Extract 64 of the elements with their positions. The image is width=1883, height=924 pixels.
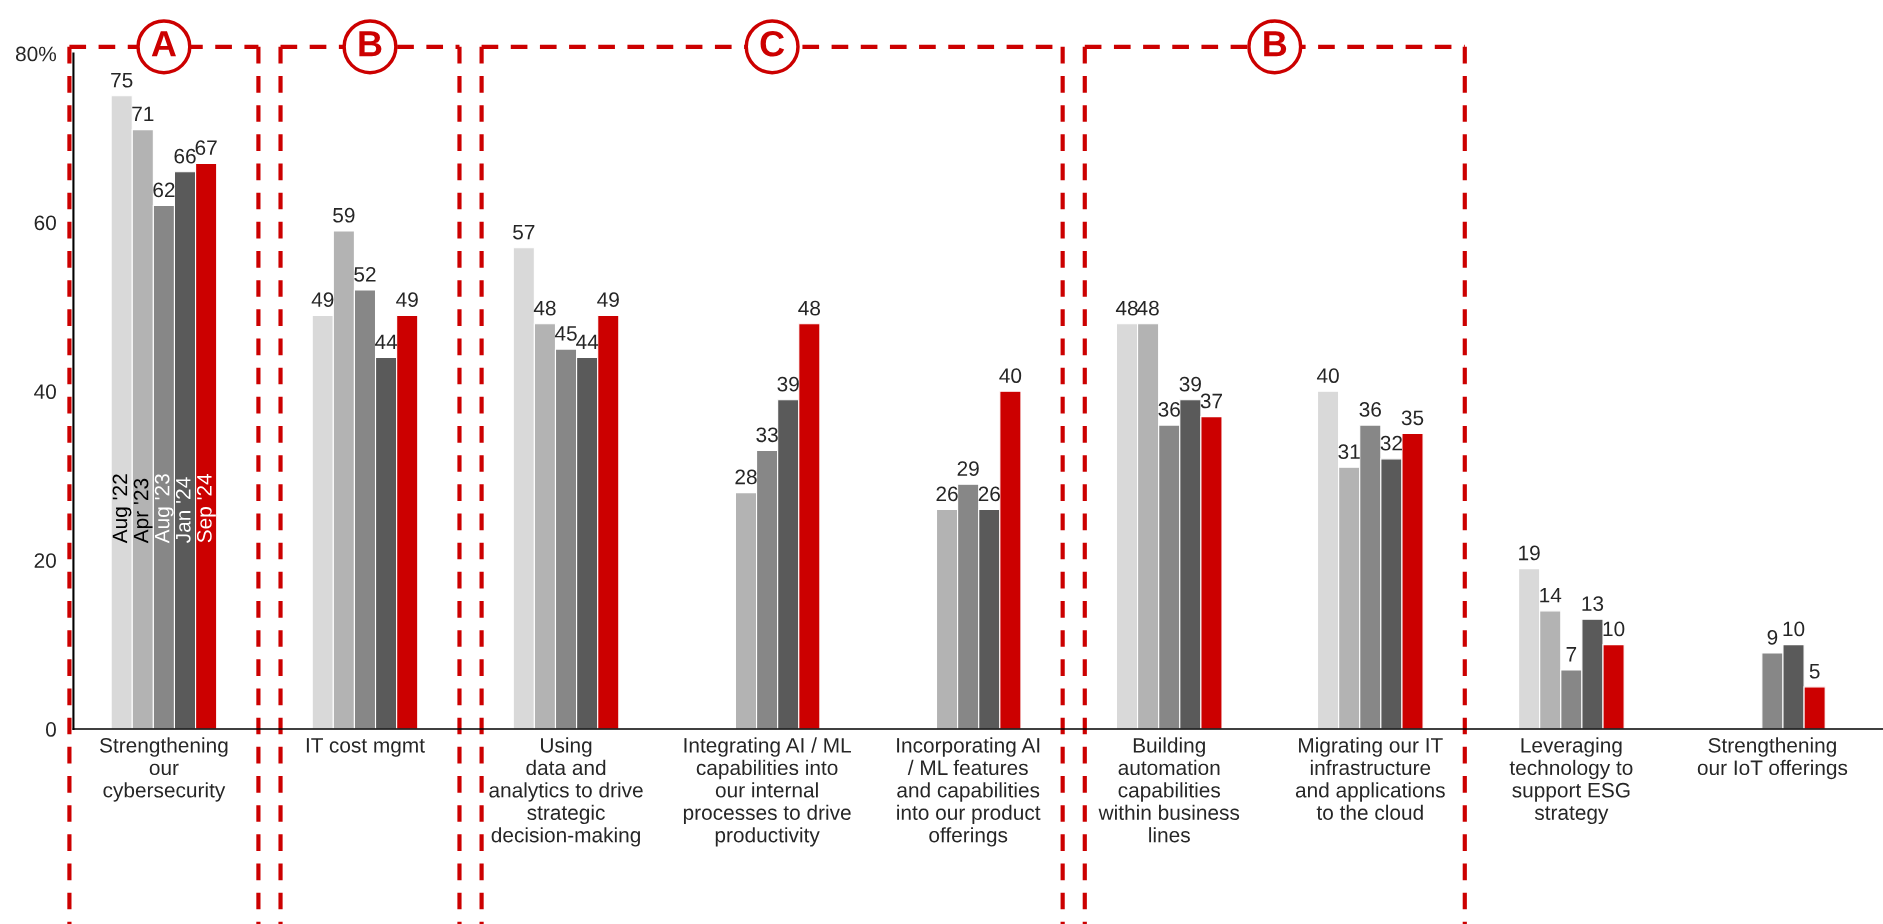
series-label: Apr '23 xyxy=(133,478,153,544)
data-label: 48 xyxy=(1115,300,1138,316)
data-label: 7 xyxy=(1566,647,1577,662)
data-label: 66 xyxy=(174,148,196,164)
x-tick-label: Migrating our IT infrastructure and applications to the cloud xyxy=(1295,737,1445,820)
annotation: B xyxy=(1264,31,1287,57)
y-tick-label: 20 xyxy=(34,553,56,568)
data-label: 26 xyxy=(936,486,958,502)
data-label: 36 xyxy=(1158,402,1180,417)
data-label: 40 xyxy=(999,368,1022,384)
data-label: 62 xyxy=(153,182,175,198)
annotation: B xyxy=(359,31,382,57)
x-tick-label: Integrating AI / ML capabilities into our internal processes to drive productivity xyxy=(683,737,851,847)
x-tick-label: Strengthening our cybersecurity xyxy=(100,737,228,802)
series-label: Aug '23 xyxy=(154,474,174,544)
data-label: 67 xyxy=(195,140,217,156)
data-label: 49 xyxy=(597,292,619,308)
y-tick-label: 40 xyxy=(34,384,56,400)
data-label: 57 xyxy=(513,224,535,240)
data-label: 48 xyxy=(1137,300,1159,316)
x-tick-label: Strengthening our IoT offerings xyxy=(1697,737,1848,780)
data-label: 45 xyxy=(554,326,577,341)
data-label: 40 xyxy=(1316,368,1339,384)
data-label: 48 xyxy=(798,300,821,316)
x-tick-label: Incorporating AI / ML features and capabilities into our product offerings xyxy=(897,737,1041,847)
data-label: 33 xyxy=(756,427,778,443)
data-label: 59 xyxy=(333,207,355,223)
data-label: 9 xyxy=(1767,630,1778,645)
y-tick-label: 80% xyxy=(15,46,57,62)
data-label: 19 xyxy=(1519,545,1540,561)
data-label: 13 xyxy=(1582,596,1604,611)
data-label: 36 xyxy=(1359,402,1381,417)
data-label: 49 xyxy=(311,292,334,308)
data-label: 44 xyxy=(374,334,398,350)
x-tick-label: IT cost mgmt xyxy=(306,738,425,757)
data-label: 39 xyxy=(777,376,799,392)
data-label: 48 xyxy=(533,300,556,316)
x-tick-label: Leveraging technology to support ESG strategy xyxy=(1509,737,1633,825)
x-tick-label: Using data and analytics to drive strategic decision-making xyxy=(489,737,643,847)
data-label: 14 xyxy=(1540,588,1562,603)
data-label: 10 xyxy=(1783,621,1805,637)
data-label: 75 xyxy=(111,72,133,88)
y-tick-label: 0 xyxy=(46,722,56,737)
data-label: 10 xyxy=(1603,621,1625,637)
data-label: 35 xyxy=(1401,410,1424,426)
data-label: 37 xyxy=(1200,393,1222,409)
data-label: 29 xyxy=(957,461,979,476)
data-label: 52 xyxy=(354,266,376,282)
y-tick-label: 60 xyxy=(34,215,56,231)
x-tick-label: Building automation capabilities within business lines xyxy=(1098,737,1240,843)
annotation: A xyxy=(151,31,176,57)
data-label: 71 xyxy=(132,106,154,122)
series-label: Aug '22 xyxy=(112,474,132,544)
data-label: 32 xyxy=(1380,435,1402,451)
annotation: C xyxy=(760,30,785,57)
data-label: 26 xyxy=(978,486,1000,502)
series-label: Jan '24 xyxy=(175,477,191,543)
data-label: 49 xyxy=(396,292,418,308)
data-label: 39 xyxy=(1179,376,1201,392)
data-label: 44 xyxy=(576,334,599,350)
data-label: 28 xyxy=(735,469,757,485)
data-label: 5 xyxy=(1809,664,1820,679)
series-label: Sep '24 xyxy=(196,473,216,543)
data-label: 31 xyxy=(1338,444,1360,460)
